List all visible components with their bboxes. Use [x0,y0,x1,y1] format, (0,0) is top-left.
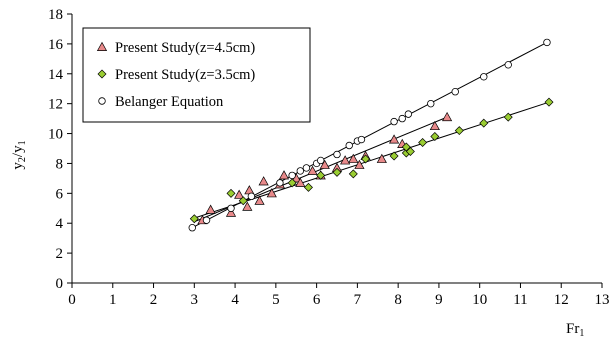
data-point-series-3 [302,164,311,172]
x-tick-label: 4 [231,292,239,308]
data-point-series-1 [254,195,265,205]
y-tick-label: 6 [56,186,64,202]
data-point-series-1 [340,155,351,165]
legend-label-series-3: Belanger Equation [115,94,224,110]
data-point-series-3 [316,156,325,165]
x-tick-label: 1 [109,292,117,308]
data-point-series-1 [225,207,237,217]
data-point-series-2 [226,188,236,198]
y-tick-label: 12 [48,97,63,113]
data-point-series-3 [451,88,459,96]
data-point-series-1 [429,120,440,131]
data-point-series-3 [390,117,398,126]
x-tick-label: 10 [472,292,487,308]
data-point-series-2 [479,118,489,128]
data-point-series-1 [266,188,277,198]
data-point-series-3 [276,179,284,187]
data-point-series-2 [238,196,248,206]
data-point-series-3 [296,167,305,175]
x-tick-label: 0 [68,292,76,308]
y-axis-title-mid: /y [10,145,26,157]
data-point-series-1 [441,111,453,122]
y-tick-label: 10 [48,127,63,143]
data-point-series-3 [227,204,235,212]
data-point-series-3 [543,38,551,47]
x-tick-label: 13 [595,292,610,308]
data-point-series-3 [357,135,366,144]
x-tick-label: 12 [554,292,569,308]
x-tick-label: 9 [435,292,443,308]
data-point-series-3 [345,141,353,150]
data-point-series-3 [404,110,413,118]
data-point-series-3 [188,224,196,232]
data-point-series-3 [333,150,341,159]
data-point-series-2 [503,112,513,122]
data-point-series-2 [454,126,464,136]
y-tick-label: 4 [56,216,64,232]
data-point-series-3 [398,114,406,123]
data-point-series-2 [544,97,554,107]
data-point-series-2 [287,178,297,188]
data-point-series-1 [388,134,400,144]
data-point-series-3 [427,99,435,108]
data-point-series-2 [405,146,415,156]
data-point-series-1 [348,153,359,163]
y-tick-label: 2 [56,246,64,262]
data-point-series-1 [319,159,330,169]
legend-box [82,27,311,123]
data-point-series-3 [202,216,211,224]
data-point-series-3 [504,61,512,69]
legend-label-series-2: Present Study(z=3.5cm) [115,67,255,83]
data-point-series-3 [247,192,256,201]
y-tick-label: 8 [56,156,64,172]
data-point-series-2 [401,142,411,152]
y-tick-label: 14 [48,67,64,83]
legend: Present Study(z=4.5cm) Present Study(z=3… [82,27,311,123]
data-point-series-2 [303,182,313,192]
data-point-series-2 [430,132,440,142]
data-point-series-3 [480,73,488,81]
data-point-series-1 [295,177,306,187]
data-point-series-1 [242,201,253,211]
y-axis-title: y2/y1 [10,140,28,169]
legend-marker-series-1 [96,41,108,51]
y-tick-label: 16 [48,37,64,53]
data-point-series-3 [288,171,296,180]
legend-marker-series-3 [98,97,106,105]
x-tick-label: 8 [394,292,402,308]
legend-marker-series-2 [97,69,107,79]
data-point-series-1 [307,165,318,175]
data-point-series-1 [205,204,216,214]
data-point-series-2 [189,214,199,224]
x-axis-title: Fr1 [566,321,584,338]
data-point-series-2 [332,167,342,177]
data-point-series-1 [376,153,387,163]
data-point-series-1 [234,189,245,199]
data-point-series-2 [418,138,428,148]
data-point-series-2 [361,154,371,164]
x-tick-label: 11 [513,292,527,308]
y-axis-title-sub2: 1 [17,140,28,145]
x-axis-title-base: Fr [566,321,579,337]
y-tick-label: 18 [48,7,63,23]
x-axis-title-sub: 1 [579,328,584,338]
y-tick-label: 0 [56,276,64,292]
legend-label-series-1: Present Study(z=4.5cm) [115,40,255,56]
legend-markers [96,41,108,105]
data-point-series-2 [348,169,358,179]
data-point-series-2 [316,170,326,180]
x-tick-label: 3 [191,292,199,308]
data-point-series-2 [389,151,399,161]
data-point-series-1 [278,170,290,180]
y-axis-title-base: y [10,162,26,170]
y-axis-title-sub1: 2 [17,157,28,162]
x-tick-label: 7 [354,292,362,308]
data-point-series-1 [354,159,365,169]
x-tick-label: 5 [272,292,280,308]
x-tick-label: 2 [150,292,158,308]
x-tick-label: 6 [313,292,321,308]
data-point-series-1 [258,176,269,186]
